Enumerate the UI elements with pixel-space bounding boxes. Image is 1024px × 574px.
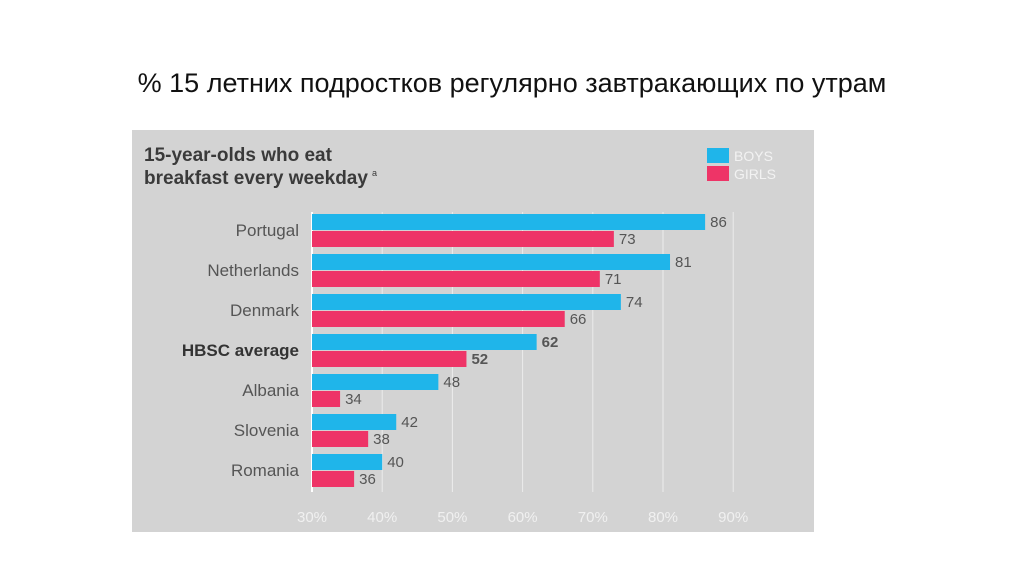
data-label-boys: 62 (542, 334, 559, 351)
legend-label-boys: BOYS (734, 148, 773, 164)
data-label-boys: 40 (387, 454, 404, 471)
bar-boys (312, 374, 439, 390)
category-label: Portugal (236, 221, 299, 240)
data-label-girls: 66 (570, 311, 587, 328)
data-label-boys: 81 (675, 254, 692, 271)
bar-boys (312, 454, 383, 470)
category-label: Denmark (230, 301, 299, 320)
slide-title: % 15 летних подростков регулярно завтрак… (137, 68, 887, 98)
bar-girls (312, 231, 614, 247)
legend-swatch-boys (707, 148, 729, 163)
bar-boys (312, 294, 621, 310)
category-label: Netherlands (207, 261, 299, 280)
chart-background (132, 130, 814, 532)
x-tick-label: 40% (367, 509, 397, 526)
bar-girls (312, 271, 600, 287)
x-tick-label: 50% (437, 509, 467, 526)
legend-label-girls: GIRLS (734, 166, 776, 182)
data-label-girls: 71 (605, 271, 622, 288)
bar-boys (312, 254, 671, 270)
bar-boys (312, 214, 706, 230)
bar-girls (312, 391, 341, 407)
data-label-boys: 74 (626, 294, 643, 311)
chart-title-line1: 15-year-olds who eat (144, 145, 333, 166)
bar-girls (312, 311, 565, 327)
x-tick-label: 90% (718, 509, 748, 526)
bar-girls (312, 431, 369, 447)
data-label-boys: 86 (710, 214, 727, 231)
category-label: Albania (242, 381, 299, 400)
x-tick-label: 70% (578, 509, 608, 526)
bar-girls (312, 471, 355, 487)
bar-boys (312, 414, 397, 430)
category-label: HBSC average (182, 341, 299, 360)
data-label-girls: 52 (471, 351, 488, 368)
bar-boys (312, 334, 537, 350)
x-tick-label: 80% (648, 509, 678, 526)
bar-girls (312, 351, 467, 367)
x-tick-label: 60% (508, 509, 538, 526)
category-label: Slovenia (234, 421, 300, 440)
x-tick-label: 30% (297, 509, 327, 526)
data-label-boys: 42 (401, 414, 418, 431)
data-label-girls: 73 (619, 231, 636, 248)
data-label-boys: 48 (443, 374, 460, 391)
data-label-girls: 34 (345, 391, 362, 408)
data-label-girls: 38 (373, 431, 390, 448)
data-label-girls: 36 (359, 471, 376, 488)
category-label: Romania (231, 461, 300, 480)
legend-swatch-girls (707, 166, 729, 181)
chart-title-line2: breakfast every weekday a (144, 168, 377, 189)
